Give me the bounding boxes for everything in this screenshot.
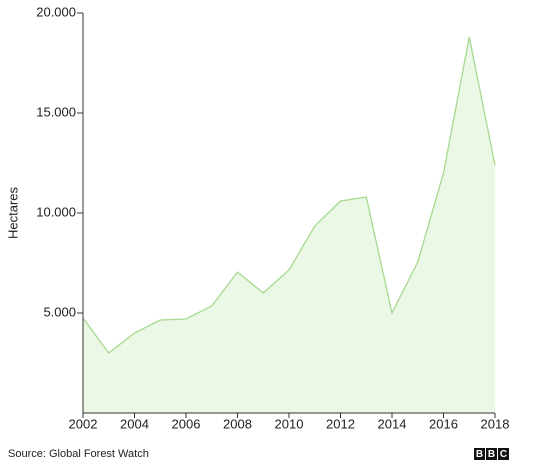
x-tick-label: 2008 xyxy=(223,416,252,431)
x-tick-label: 2014 xyxy=(378,416,407,431)
y-tick-label: 5.000 xyxy=(43,304,76,319)
x-tick-label: 2006 xyxy=(172,416,201,431)
area xyxy=(83,37,495,413)
y-tick-label: 10.000 xyxy=(36,204,76,219)
logo-box xyxy=(498,448,509,460)
logo-letter: B xyxy=(488,449,495,460)
logo-box xyxy=(474,448,485,460)
x-tick-label: 2016 xyxy=(429,416,458,431)
x-tick-label: 2018 xyxy=(481,416,510,431)
y-tick-label: 15.000 xyxy=(36,104,76,119)
logo-box xyxy=(486,448,497,460)
x-tick-label: 2002 xyxy=(69,416,98,431)
logo-letter: C xyxy=(500,449,507,460)
x-tick-label: 2010 xyxy=(275,416,304,431)
logo-letter: B xyxy=(476,449,483,460)
source: Source: Global Forest Watch xyxy=(8,448,149,460)
y-axis-label: Hectares xyxy=(5,186,20,239)
y-tick-label: 20.000 xyxy=(36,4,76,19)
line xyxy=(82,36,496,354)
x-tick-label: 2012 xyxy=(326,416,355,431)
x-tick-label: 2004 xyxy=(120,416,149,431)
